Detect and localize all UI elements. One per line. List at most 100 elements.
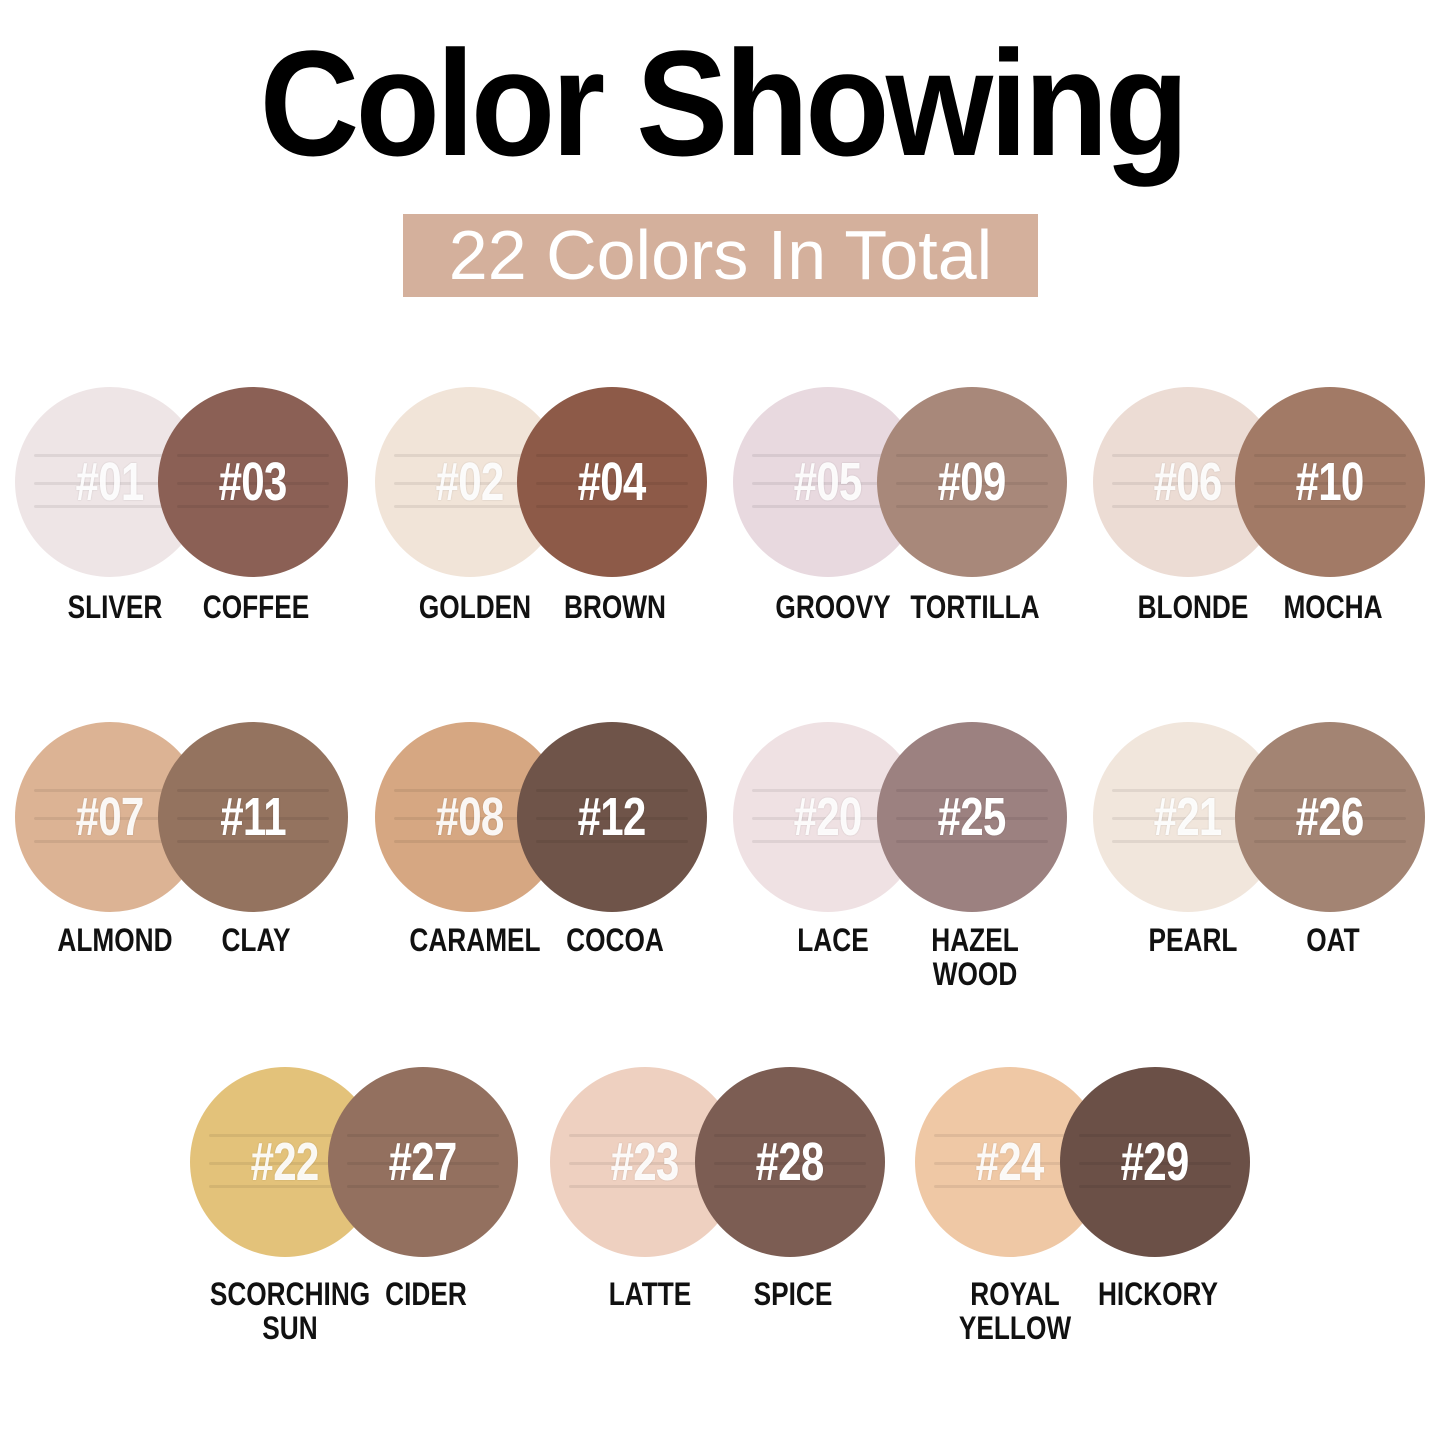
shade-name: COFFEE (202, 589, 310, 625)
texture-streak (177, 839, 329, 843)
swatch-circle: #10 (1235, 387, 1425, 577)
texture-streak (1112, 453, 1264, 457)
texture-streak (752, 839, 904, 843)
texture-streak (569, 1162, 721, 1165)
shade-name: MOCHA (1283, 589, 1383, 625)
texture-streak (34, 453, 186, 457)
texture-streak (896, 788, 1048, 792)
shade-number: #08 (436, 787, 505, 847)
swatch-circle: #28 (695, 1067, 885, 1257)
shade-number: #25 (938, 787, 1007, 847)
shade-number: #06 (1154, 452, 1223, 512)
swatch-circle: #04 (517, 387, 707, 577)
texture-streak (1112, 839, 1264, 843)
texture-streak (536, 839, 688, 843)
texture-streak (1112, 504, 1264, 508)
texture-streak (752, 817, 904, 820)
texture-streak (394, 482, 546, 485)
shade-number: #24 (976, 1132, 1045, 1192)
shade-name: TORTILLA (910, 589, 1040, 625)
swatch-circle: #25 (877, 722, 1067, 912)
texture-streak (177, 482, 329, 485)
texture-streak (752, 504, 904, 508)
shade-name: SPICE (753, 1276, 833, 1312)
texture-streak (714, 1184, 866, 1188)
subtitle-banner: 22 Colors In Total (403, 214, 1038, 297)
shade-name: LACE (797, 922, 869, 958)
texture-streak (934, 1184, 1086, 1188)
texture-streak (1254, 788, 1406, 792)
texture-streak (1079, 1184, 1231, 1188)
shade-number: #23 (611, 1132, 680, 1192)
texture-streak (1079, 1162, 1231, 1165)
shade-number: #29 (1121, 1132, 1190, 1192)
shade-number: #12 (578, 787, 647, 847)
texture-streak (536, 788, 688, 792)
texture-streak (209, 1184, 361, 1188)
shade-name: CIDER (385, 1276, 467, 1312)
texture-streak (394, 817, 546, 820)
swatch-circle: #12 (517, 722, 707, 912)
texture-streak (34, 817, 186, 820)
swatch-circle: #09 (877, 387, 1067, 577)
texture-streak (536, 504, 688, 508)
swatch-circle: #03 (158, 387, 348, 577)
shade-name: ALMOND (57, 922, 173, 958)
texture-streak (934, 1162, 1086, 1165)
shade-number: #04 (578, 452, 647, 512)
texture-streak (569, 1184, 721, 1188)
shade-number: #28 (756, 1132, 825, 1192)
texture-streak (1254, 504, 1406, 508)
swatch-circle: #05 (733, 387, 923, 577)
texture-streak (394, 453, 546, 457)
texture-streak (34, 839, 186, 843)
texture-streak (394, 788, 546, 792)
shade-number: #09 (938, 452, 1007, 512)
texture-streak (896, 482, 1048, 485)
shade-number: #27 (389, 1132, 458, 1192)
texture-streak (536, 453, 688, 457)
texture-streak (714, 1133, 866, 1137)
shade-name: COCOA (566, 922, 664, 958)
texture-streak (177, 817, 329, 820)
texture-streak (34, 504, 186, 508)
texture-streak (1254, 817, 1406, 820)
shade-number: #26 (1296, 787, 1365, 847)
shade-name: BLONDE (1137, 589, 1249, 625)
texture-streak (1079, 1133, 1231, 1137)
texture-streak (209, 1133, 361, 1137)
texture-streak (714, 1162, 866, 1165)
texture-streak (536, 482, 688, 485)
shade-name: CLAY (221, 922, 291, 958)
texture-streak (177, 504, 329, 508)
shade-name: ROYAL YELLOW (958, 1276, 1072, 1346)
swatch-circle: #29 (1060, 1067, 1250, 1257)
shade-number: #20 (794, 787, 863, 847)
swatch-circle: #26 (1235, 722, 1425, 912)
shade-number: #21 (1154, 787, 1223, 847)
shade-name: GROOVY (775, 589, 891, 625)
texture-streak (752, 788, 904, 792)
swatch-circle: #11 (158, 722, 348, 912)
shade-number: #05 (794, 452, 863, 512)
shade-name: PEARL (1148, 922, 1238, 958)
texture-streak (1254, 453, 1406, 457)
shade-name: GOLDEN (418, 589, 532, 625)
shade-number: #01 (76, 452, 145, 512)
texture-streak (394, 839, 546, 843)
shade-number: #11 (220, 787, 286, 847)
texture-streak (347, 1133, 499, 1137)
texture-streak (1254, 482, 1406, 485)
swatch-circle: #06 (1093, 387, 1283, 577)
texture-streak (209, 1162, 361, 1165)
texture-streak (177, 788, 329, 792)
texture-streak (752, 453, 904, 457)
texture-streak (394, 504, 546, 508)
shade-name: HAZEL WOOD (931, 922, 1019, 992)
shade-name: SLIVER (67, 589, 163, 625)
shade-name: SCORCHING SUN (209, 1276, 371, 1346)
texture-streak (177, 453, 329, 457)
texture-streak (1112, 788, 1264, 792)
texture-streak (347, 1162, 499, 1165)
shade-number: #10 (1296, 452, 1365, 512)
